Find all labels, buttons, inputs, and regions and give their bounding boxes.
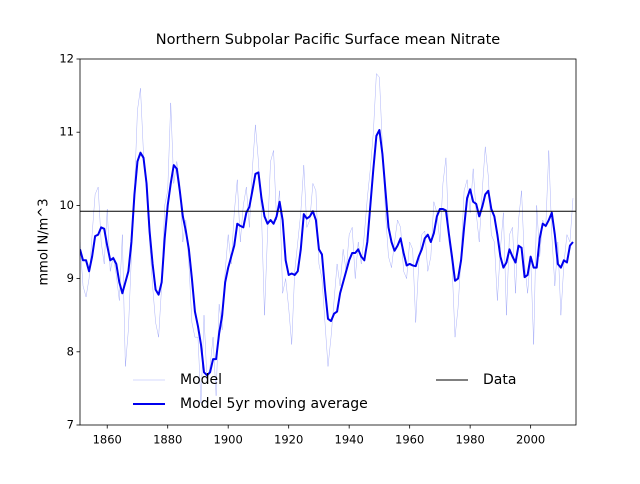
plot-area [80, 73, 576, 404]
x-tick-label: 1960 [395, 433, 424, 447]
y-tick-label: 10 [59, 198, 74, 212]
x-tick-label: 1980 [456, 433, 485, 447]
legend: Model Model 5yr moving average Data [133, 372, 516, 412]
plot-frame [79, 58, 577, 426]
y-tick-label: 8 [67, 344, 74, 358]
y-tick-label: 9 [67, 271, 74, 285]
x-tick-label: 1920 [274, 433, 303, 447]
series-line [80, 129, 574, 377]
y-tick-label: 11 [59, 125, 74, 139]
legend-label: Model 5yr moving average [180, 396, 368, 412]
x-tick-label: 2000 [516, 433, 545, 447]
series-line [80, 73, 574, 404]
y-tick-label: 7 [67, 418, 74, 432]
chart-title: Northern Subpolar Pacific Surface mean N… [156, 32, 501, 48]
x-tick-label: 1940 [335, 433, 364, 447]
legend-label: Model [180, 372, 222, 388]
y-tick-label: 12 [59, 52, 74, 66]
y-axis-label: mmol N/m^3 [37, 199, 52, 286]
x-tick-label: 1880 [153, 433, 182, 447]
x-tick-label: 1900 [214, 433, 243, 447]
x-tick-label: 1860 [93, 433, 122, 447]
legend-label: Data [483, 372, 516, 388]
